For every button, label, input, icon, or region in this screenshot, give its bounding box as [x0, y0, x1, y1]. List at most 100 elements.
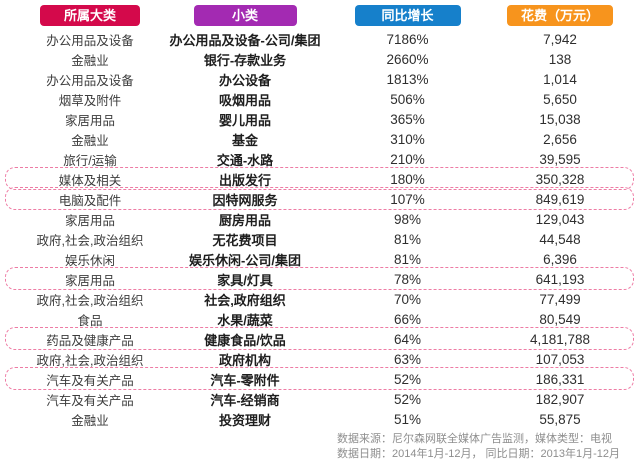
growth-cell: 506%	[390, 91, 425, 107]
category-cell: 汽车及有关产品	[46, 393, 134, 408]
spend-cell: 55,875	[539, 411, 581, 427]
table-row: 电脑及配件 因特网服务 107% 849,619	[0, 187, 640, 210]
spend-cell: 1,014	[543, 71, 577, 87]
header-cell-spend: 花费（万元）	[505, 5, 615, 26]
spend-cell: 15,038	[539, 111, 581, 127]
table-row: 家居用品 厨房用品 98% 129,043	[0, 209, 640, 229]
subcategory-cell: 水果/蔬菜	[217, 312, 273, 328]
growth-cell: 1813%	[386, 71, 429, 87]
subcategory-cell: 汽车-经销商	[210, 392, 280, 408]
table-row: 旅行/运输 交通-水路 210% 39,595	[0, 149, 640, 169]
subcategory-cell: 基金	[231, 132, 258, 148]
category-cell: 金融业	[71, 133, 109, 148]
column-header-subcategory: 小类	[193, 5, 297, 26]
table-row: 药品及健康产品 健康食品/饮品 64% 4,181,788	[0, 327, 640, 350]
growth-cell: 310%	[390, 131, 425, 147]
growth-cell: 98%	[393, 211, 422, 227]
spend-cell: 641,193	[535, 271, 585, 287]
spend-cell: 5,650	[543, 91, 577, 107]
header-cell-growth: 同比增长	[310, 5, 505, 26]
category-cell: 药品及健康产品	[46, 333, 134, 348]
category-cell: 金融业	[71, 413, 109, 428]
spend-cell: 138	[548, 51, 572, 67]
footer-notes: 数据来源：尼尔森网联全媒体广告监测，媒体类型：电视 数据日期：2014年1月-1…	[337, 432, 620, 462]
subcategory-cell: 婴儿用品	[218, 112, 271, 128]
table-row: 食品 水果/蔬菜 66% 80,549	[0, 309, 640, 329]
source-note: 数据来源：尼尔森网联全媒体广告监测，媒体类型：电视	[337, 433, 612, 445]
growth-cell: 70%	[393, 291, 422, 307]
subcategory-cell: 健康食品/饮品	[204, 332, 286, 348]
category-cell: 汽车及有关产品	[46, 373, 134, 388]
category-cell: 食品	[77, 313, 103, 328]
category-cell: 家居用品	[64, 113, 115, 128]
subcategory-cell: 因特网服务	[212, 192, 278, 208]
category-cell: 旅行/运输	[63, 153, 117, 168]
subcategory-cell: 吸烟用品	[218, 92, 271, 108]
header-cell-category: 所属大类	[0, 5, 180, 26]
spend-cell: 7,942	[543, 31, 577, 47]
table-row: 家居用品 家具/灯具 78% 641,193	[0, 267, 640, 290]
category-cell: 政府,社会,政治组织	[36, 233, 144, 248]
header-cell-subcategory: 小类	[180, 5, 310, 26]
spend-cell: 44,548	[539, 231, 581, 247]
growth-cell: 51%	[393, 411, 422, 427]
growth-cell: 63%	[393, 351, 422, 367]
spend-cell: 2,656	[543, 131, 577, 147]
table-row: 办公用品及设备 办公设备 1813% 1,014	[0, 69, 640, 89]
growth-cell: 180%	[390, 171, 425, 187]
table-row: 汽车及有关产品 汽车-零附件 52% 186,331	[0, 367, 640, 390]
category-cell: 家居用品	[64, 213, 115, 228]
growth-cell: 7186%	[386, 31, 429, 47]
table-row: 政府,社会,政治组织 无花费项目 81% 44,548	[0, 229, 640, 249]
subcategory-cell: 出版发行	[218, 172, 271, 188]
table-row: 金融业 投资理财 51% 55,875	[0, 409, 640, 429]
subcategory-cell: 投资理财	[218, 412, 271, 428]
subcategory-cell: 厨房用品	[218, 212, 271, 228]
category-cell: 办公用品及设备	[46, 33, 134, 48]
table-row: 办公用品及设备 办公用品及设备-公司/集团 7186% 7,942	[0, 29, 640, 49]
category-cell: 烟草及附件	[58, 93, 122, 108]
growth-cell: 210%	[390, 151, 425, 167]
subcategory-cell: 交通-水路	[216, 152, 274, 168]
category-cell: 办公用品及设备	[46, 73, 134, 88]
growth-cell: 66%	[393, 311, 422, 327]
table-row: 金融业 银行-存款业务 2660% 138	[0, 49, 640, 69]
subcategory-cell: 社会,政府组织	[204, 292, 286, 308]
growth-cell: 2660%	[386, 51, 429, 67]
subcategory-cell: 办公用品及设备-公司/集团	[169, 32, 321, 48]
growth-cell: 52%	[393, 391, 422, 407]
category-cell: 娱乐休闲	[64, 253, 115, 268]
subcategory-cell: 娱乐休闲-公司/集团	[189, 252, 301, 268]
table-row: 政府,社会,政治组织 政府机构 63% 107,053	[0, 349, 640, 369]
category-cell: 政府,社会,政治组织	[36, 293, 144, 308]
table-row: 家居用品 婴儿用品 365% 15,038	[0, 109, 640, 129]
table-header: 所属大类 小类 同比增长 花费（万元）	[0, 0, 640, 26]
table-row: 娱乐休闲 娱乐休闲-公司/集团 81% 6,396	[0, 249, 640, 269]
spend-cell: 107,053	[535, 351, 585, 367]
table-row: 汽车及有关产品 汽车-经销商 52% 182,907	[0, 389, 640, 409]
column-header-spend: 花费（万元）	[507, 5, 613, 26]
table-row: 政府,社会,政治组织 社会,政府组织 70% 77,499	[0, 289, 640, 309]
date-note: 数据日期：2014年1月-12月， 同比日期：2013年1月-12月	[337, 448, 621, 460]
spend-cell: 77,499	[539, 291, 581, 307]
category-cell: 家居用品	[64, 273, 115, 288]
category-cell: 金融业	[71, 53, 109, 68]
table-body: 办公用品及设备 办公用品及设备-公司/集团 7186% 7,942 金融业 银行-存款业务…	[0, 29, 640, 429]
growth-cell: 107%	[390, 191, 425, 207]
growth-cell: 365%	[390, 111, 425, 127]
spend-cell: 849,619	[535, 191, 585, 207]
growth-cell: 64%	[393, 331, 422, 347]
spend-cell: 186,331	[535, 371, 585, 387]
category-cell: 媒体及相关	[58, 173, 122, 188]
table-row: 金融业 基金 310% 2,656	[0, 129, 640, 149]
spend-cell: 350,328	[535, 171, 585, 187]
growth-cell: 78%	[393, 271, 422, 287]
spend-cell: 6,396	[543, 251, 577, 267]
column-header-growth: 同比增长	[354, 5, 461, 26]
growth-cell: 81%	[393, 231, 422, 247]
subcategory-cell: 家具/灯具	[217, 272, 273, 288]
spend-cell: 4,181,788	[529, 331, 591, 347]
subcategory-cell: 无花费项目	[212, 232, 278, 248]
column-header-category: 所属大类	[40, 5, 140, 26]
